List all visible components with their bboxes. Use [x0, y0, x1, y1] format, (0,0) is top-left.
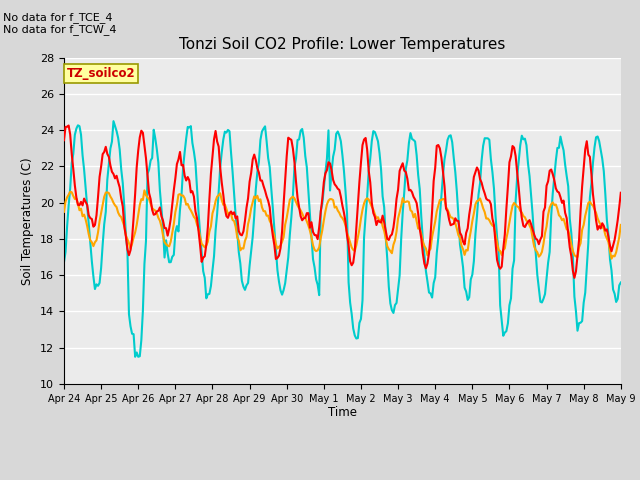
Y-axis label: Soil Temperatures (C): Soil Temperatures (C) [22, 157, 35, 285]
Text: No data for f_TCE_4
No data for f_TCW_4: No data for f_TCE_4 No data for f_TCW_4 [3, 12, 116, 36]
Text: TZ_soilco2: TZ_soilco2 [67, 67, 136, 80]
X-axis label: Time: Time [328, 407, 357, 420]
Title: Tonzi Soil CO2 Profile: Lower Temperatures: Tonzi Soil CO2 Profile: Lower Temperatur… [179, 37, 506, 52]
